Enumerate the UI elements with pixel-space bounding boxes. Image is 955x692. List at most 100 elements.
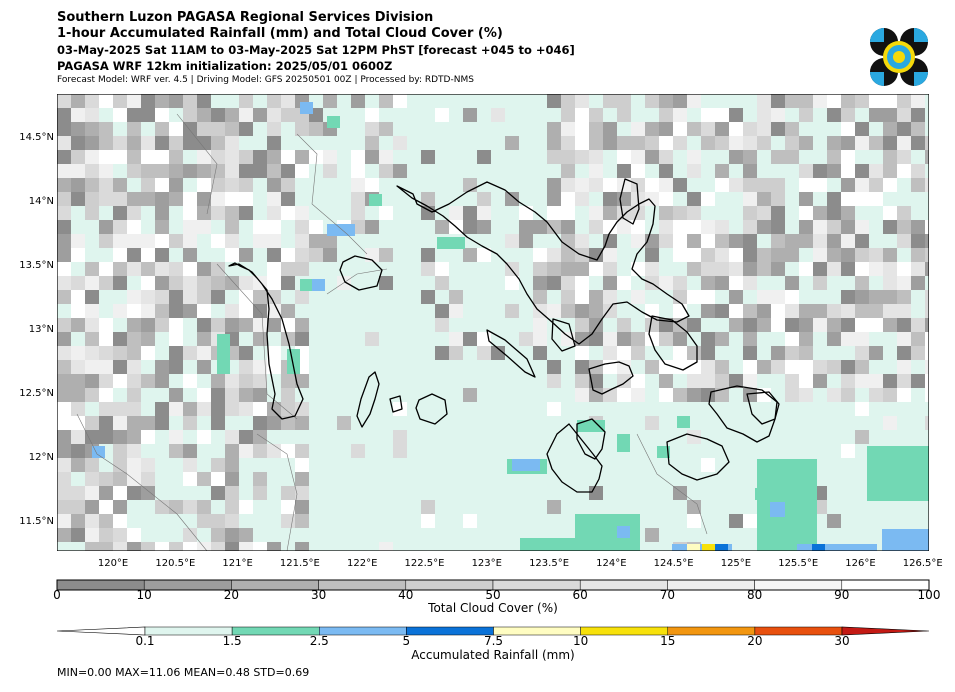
cloud-cell [533,220,547,234]
cloud-cell [183,136,197,150]
cloud-cell [113,528,127,542]
cloud-cell [351,444,365,458]
cloud-cell [183,276,197,290]
cloud-cell [211,318,225,332]
cloud-cell [85,206,99,220]
cloud-cell [785,248,799,262]
cloud-cell [211,514,225,528]
cloud-colorbar-tick: 70 [659,588,676,602]
longitude-label: 122.5°E [404,558,445,569]
cloud-cell [365,332,379,346]
rain-colorbar-tick: 20 [747,634,763,648]
cloud-cell [197,108,211,122]
cloud-cell [673,122,687,136]
cloud-cell [785,360,799,374]
cloud-cell [127,290,141,304]
cloud-cell [71,108,85,122]
cloud-cell [141,234,155,248]
cloud-cell [113,206,127,220]
cloud-cell [743,360,757,374]
cloud-cell [141,248,155,262]
cloud-cell [617,164,631,178]
cloud-cell [715,304,729,318]
cloud-cell [659,374,673,388]
cloud-cell [771,234,785,248]
cloud-cell [253,486,267,500]
cloud-cell [365,136,379,150]
cloud-cell [855,164,869,178]
cloud-cell [589,388,603,402]
cloud-cell [575,304,589,318]
cloud-cell [99,136,113,150]
longitude-label: 125.5°E [778,558,819,569]
cloud-cell [253,542,267,551]
cloud-cell [883,178,897,192]
cloud-cell [197,388,211,402]
cloud-cell [645,248,659,262]
cloud-cell [841,108,855,122]
cloud-cell [239,122,253,136]
cloud-cell [533,318,547,332]
cloud-cell [99,220,113,234]
cloud-cell [57,122,71,136]
cloud-cell [197,136,211,150]
rain-colorbar-segment [406,626,494,636]
cloud-cell [183,94,197,108]
cloud-cell [379,542,393,551]
cloud-cell [113,262,127,276]
cloud-cell [911,332,925,346]
cloud-cell [603,122,617,136]
cloud-cell [715,164,729,178]
latitude-label: 11.5°N [19,515,54,527]
cloud-cell [155,136,169,150]
cloud-cell [827,514,841,528]
cloud-cell [547,360,561,374]
cloud-cell [743,122,757,136]
cloud-cell [211,234,225,248]
cloud-cell [925,388,929,402]
cloud-cell [771,150,785,164]
cloud-cell [505,192,519,206]
cloud-cell [127,416,141,430]
cloud-cell [239,150,253,164]
cloud-cell [295,262,309,276]
cloud-cell [631,262,645,276]
cloud-cell [57,346,71,360]
title-line-5: Forecast Model: WRF ver. 4.5 | Driving M… [57,75,474,85]
burias-outline [486,329,536,378]
cloud-cell [603,234,617,248]
cloud-cell [911,164,925,178]
cloud-cell [57,458,71,472]
cloud-cell [57,332,71,346]
cloud-cell [365,248,379,262]
cloud-cell [827,248,841,262]
cloud-cell [561,262,575,276]
leyte-outline [666,433,730,481]
cloud-cell [239,248,253,262]
cloud-cell [729,150,743,164]
cloud-cell [379,94,393,108]
cloud-cell [295,374,309,388]
cloud-cell [925,304,929,318]
cloud-cell [673,136,687,150]
cloud-cell [855,276,869,290]
cloud-cell [463,332,477,346]
cloud-cell [757,220,771,234]
cloud-cell [57,262,71,276]
cloud-cell [827,206,841,220]
cloud-cell [295,248,309,262]
rain-cell [92,446,105,458]
samar-east-outline [746,391,780,425]
cloud-cell [281,276,295,290]
cloud-cell [631,136,645,150]
cloud-cell [295,402,309,416]
cloud-cell [197,94,211,108]
latitude-label: 12.5°N [19,387,54,399]
cloud-cell [169,164,183,178]
cloud-cell [169,290,183,304]
cloud-cell [211,276,225,290]
cloud-cell [99,94,113,108]
cloud-cell [253,416,267,430]
cloud-cell [225,108,239,122]
cloud-cell [813,248,827,262]
